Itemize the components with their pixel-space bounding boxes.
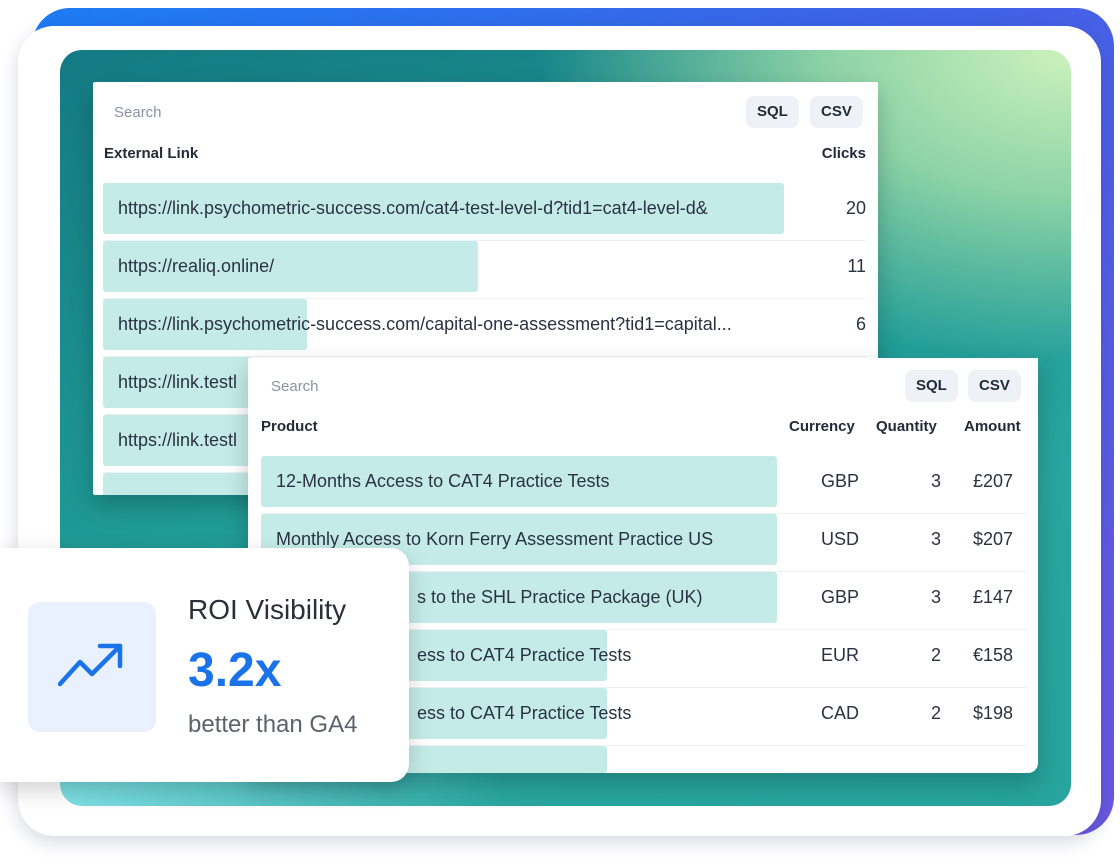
clicks-bar [103, 183, 784, 234]
clicks-bar [103, 357, 253, 408]
roi-visibility-card: ROI Visibility 3.2x better than GA4 [0, 548, 409, 782]
clicks-bar [103, 415, 253, 466]
link-text[interactable]: https://realiq.online/ [118, 256, 275, 276]
table-row[interactable]: https://link.psychometric-success.com/ca… [103, 299, 866, 357]
link-text[interactable]: https://link.psychometric-success.com/ca… [118, 314, 732, 334]
amount-value: €158 [972, 645, 1013, 665]
row-divider [261, 571, 1027, 572]
currency-value: GBP [820, 587, 859, 607]
currency-value: USD [820, 529, 859, 549]
clicks-value: 11 [847, 256, 866, 276]
row-divider [261, 629, 1027, 630]
product-name[interactable]: ess to CAT4 Practice Tests [417, 703, 632, 723]
table-row[interactable]: 12-Months Access to CAT4 Practice Tests … [261, 456, 1027, 514]
roi-title: ROI Visibility [188, 594, 347, 625]
quantity-value: 2 [930, 703, 941, 723]
link-text[interactable]: https://link.testl [118, 372, 238, 392]
product-name[interactable]: Monthly Access to Korn Ferry Assessment … [276, 529, 714, 549]
column-header-clicks[interactable]: Clicks [821, 145, 866, 162]
column-header-product[interactable]: Product [261, 418, 318, 435]
product-name[interactable]: ess to CAT4 Practice Tests [417, 645, 632, 665]
clicks-bar [103, 473, 253, 495]
links-csv-button[interactable]: CSV [810, 96, 863, 128]
currency-value: CAD [820, 703, 859, 723]
quantity-value: 3 [930, 529, 941, 549]
column-header-quantity[interactable]: Quantity [876, 418, 937, 435]
row-divider [261, 687, 1027, 688]
quantity-value: 3 [930, 471, 941, 491]
row-divider [261, 513, 1027, 514]
clicks-bar [103, 299, 307, 350]
roi-icon-container [28, 602, 156, 732]
roi-value: 3.2x [188, 644, 282, 697]
trending-up-icon [58, 643, 123, 687]
links-sql-button[interactable]: SQL [746, 96, 799, 128]
column-header-currency[interactable]: Currency [789, 418, 855, 435]
products-csv-button[interactable]: CSV [968, 370, 1021, 402]
row-divider [103, 240, 866, 241]
clicks-value: 6 [855, 314, 866, 334]
quantity-value: 3 [930, 587, 941, 607]
products-search-input[interactable]: Search [271, 378, 319, 395]
product-name[interactable]: 12-Months Access to CAT4 Practice Tests [276, 471, 610, 491]
clicks-value: 20 [845, 198, 866, 218]
product-name[interactable]: s to the SHL Practice Package (UK) [417, 587, 703, 607]
row-divider [261, 745, 1027, 746]
amount-value: £147 [972, 587, 1013, 607]
row-divider [103, 298, 866, 299]
currency-value: GBP [820, 471, 859, 491]
quantity-value: 2 [930, 645, 941, 665]
amount-value: $198 [972, 703, 1013, 723]
links-search-input[interactable]: Search [114, 104, 162, 121]
currency-value: EUR [820, 645, 859, 665]
amount-bar [261, 456, 777, 507]
table-row[interactable]: https://realiq.online/ 11 [103, 241, 866, 299]
table-row[interactable]: https://link.psychometric-success.com/ca… [103, 183, 866, 241]
link-text[interactable]: https://link.psychometric-success.com/ca… [118, 198, 708, 218]
column-header-amount[interactable]: Amount [964, 418, 1021, 435]
table-row[interactable]: https://link.testl [103, 357, 866, 415]
products-sql-button[interactable]: SQL [905, 370, 958, 402]
link-text[interactable]: https://link.testl [118, 430, 238, 450]
clicks-bar [103, 241, 478, 292]
amount-value: £207 [972, 471, 1013, 491]
row-divider [103, 356, 866, 357]
table-row[interactable] [103, 473, 866, 495]
amount-value: $207 [972, 529, 1013, 549]
column-header-external-link[interactable]: External Link [104, 145, 199, 162]
roi-subtitle: better than GA4 [188, 711, 358, 738]
